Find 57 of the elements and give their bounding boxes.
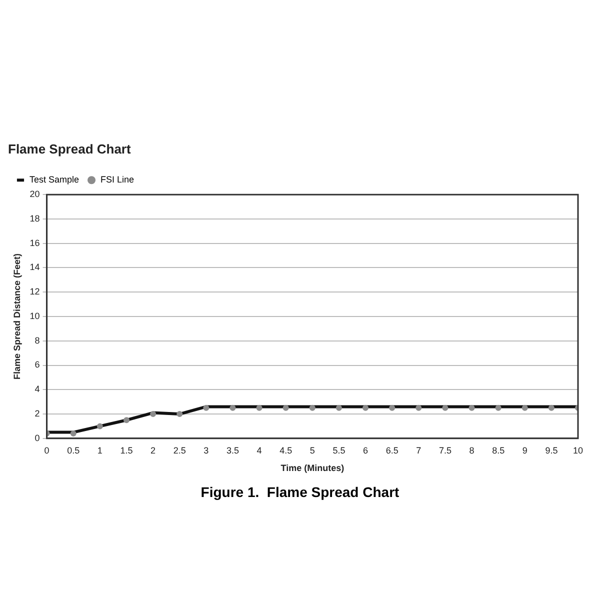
y-axis-title: Flame Spread Distance (Feet) [12, 253, 22, 380]
legend-label: Test Sample [30, 174, 80, 185]
y-tick-label: 8 [34, 335, 40, 346]
point [96, 423, 103, 430]
chart-title: Flame Spread Chart [8, 141, 132, 156]
x-tick-label: 5.5 [332, 445, 346, 456]
x-tick-label: 3 [204, 445, 209, 456]
y-tick-label: 14 [30, 262, 40, 272]
point [123, 417, 130, 424]
y-tick-label: 16 [30, 238, 40, 248]
y-tick-label: 20 [30, 189, 40, 200]
x-tick-label: 3.5 [226, 445, 239, 456]
y-tick-label: 18 [30, 213, 40, 224]
y-tick-label: 12 [30, 286, 40, 297]
point [70, 430, 76, 437]
point [150, 411, 156, 418]
x-tick-label: 7 [416, 445, 422, 456]
x-tick-label: 10 [572, 445, 584, 456]
x-axis-title: Time (Minutes) [280, 463, 344, 474]
x-tick-label: 5 [310, 445, 315, 456]
x-tick-label: 6.5 [386, 445, 398, 456]
x-tick-label: 2 [150, 445, 156, 456]
x-tick-label: 1.5 [120, 445, 133, 456]
point [548, 404, 554, 411]
point [256, 404, 262, 411]
x-tick-label: 7.5 [438, 445, 452, 456]
x-tick-label: 8.5 [492, 445, 505, 456]
x-tick-label: 0 [44, 445, 50, 456]
y-tick-label: 4 [34, 384, 40, 394]
point [389, 404, 396, 411]
x-tick-label: 8 [469, 445, 474, 456]
y-tick-label: 2 [34, 408, 40, 419]
point [309, 404, 316, 411]
x-tick-label: 9 [522, 445, 528, 456]
y-tick-label: 10 [30, 310, 40, 321]
point [495, 404, 502, 411]
point [468, 404, 475, 411]
point [522, 404, 528, 411]
legend-label: FSI Line [100, 174, 134, 185]
point [230, 404, 236, 411]
x-tick-label: 4.5 [280, 445, 292, 456]
point [362, 404, 369, 411]
caption: Figure 1. Flame Spread Chart [200, 484, 400, 500]
y-tick-label: 0 [34, 432, 40, 443]
point [442, 404, 448, 411]
point [203, 404, 210, 411]
point [416, 404, 422, 411]
x-tick-label: 2.5 [173, 445, 186, 456]
x-tick-label: 0.5 [67, 445, 80, 456]
x-tick-label: 4 [256, 445, 262, 456]
x-tick-label: 1 [97, 445, 102, 456]
x-tick-label: 6 [363, 445, 368, 456]
x-tick-label: 9.5 [545, 445, 558, 456]
y-tick-label: 6 [34, 360, 40, 370]
point [336, 404, 342, 411]
point [176, 411, 183, 418]
point [282, 404, 289, 411]
